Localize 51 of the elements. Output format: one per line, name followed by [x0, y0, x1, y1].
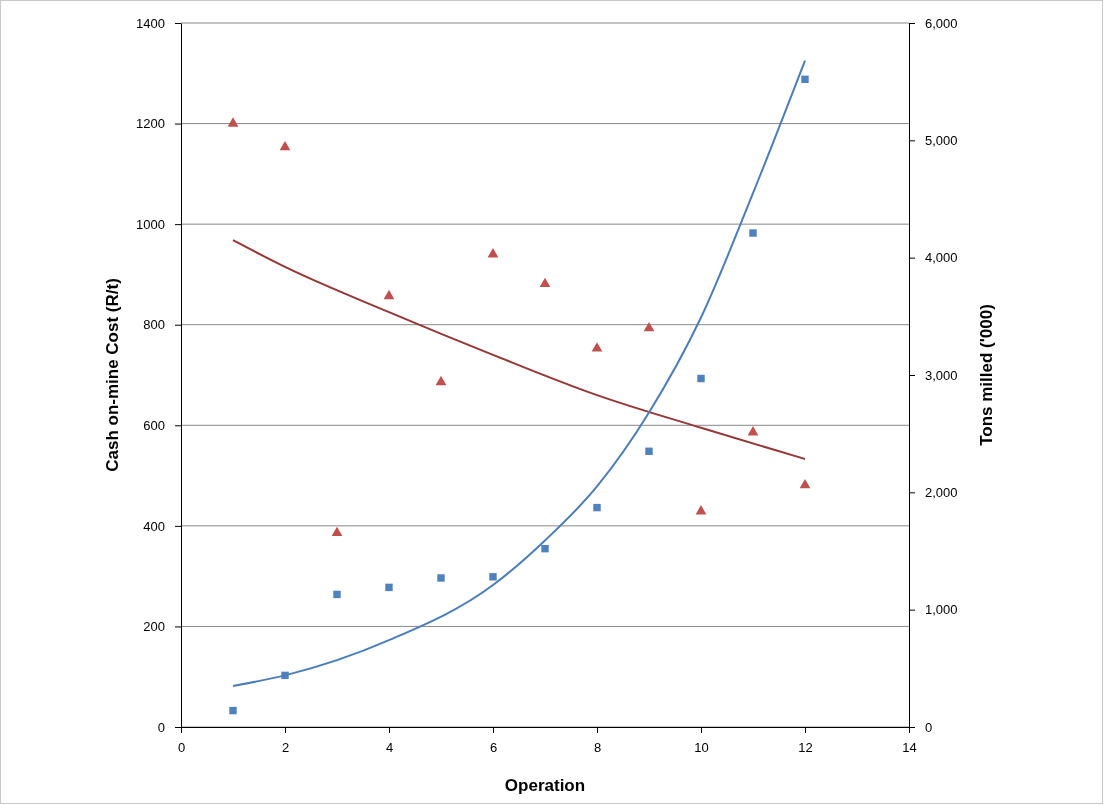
- point: [645, 447, 653, 455]
- point: [591, 342, 603, 352]
- y2-tick-label: 2,000: [925, 484, 958, 500]
- point: [489, 573, 497, 581]
- point: [541, 544, 549, 553]
- point: [331, 526, 343, 536]
- point: [697, 374, 705, 383]
- x-tick-label: 14: [902, 740, 917, 756]
- point: [643, 322, 655, 332]
- x-tick-label: 0: [177, 740, 186, 756]
- y-tick-label: 1200: [136, 116, 165, 132]
- point: [437, 574, 445, 582]
- y-tick-label: 0: [157, 719, 165, 735]
- point: [435, 375, 447, 386]
- point: [333, 590, 341, 599]
- y-tick-label: 200: [143, 619, 165, 635]
- y2-tick-label: 3,000: [925, 367, 958, 383]
- x-tick-label: 12: [798, 740, 813, 756]
- y-tick-label: 400: [143, 518, 165, 534]
- point: [749, 229, 757, 237]
- x-tick-label: 10: [694, 740, 709, 756]
- point: [227, 117, 239, 127]
- point: [385, 583, 393, 592]
- point: [229, 706, 237, 715]
- x-tick-label: 8: [593, 740, 602, 756]
- line-series: [232, 239, 806, 460]
- point: [279, 141, 291, 151]
- line-series: [232, 59, 806, 687]
- x-axis-title: Operation: [504, 776, 586, 795]
- y2-tick-label: 4,000: [925, 250, 958, 266]
- y-tick-label: 800: [143, 317, 165, 333]
- x-tick-label: 4: [385, 740, 394, 756]
- point: [695, 505, 707, 515]
- y-axis-title: Cash on-mine Cost (R/t): [103, 278, 122, 472]
- y2-tick-label: 6,000: [925, 15, 958, 31]
- y2-tick-label: 1,000: [925, 602, 958, 618]
- y-tick-label: 600: [143, 417, 165, 433]
- y-tick-label: 1400: [136, 15, 165, 31]
- y-tick-label: 1000: [136, 216, 165, 232]
- point: [383, 289, 395, 300]
- x-tick-label: 2: [281, 740, 290, 756]
- point: [747, 426, 759, 436]
- point: [799, 478, 811, 489]
- y2-tick-label: 0: [925, 719, 933, 735]
- y2-tick-label: 5,000: [925, 132, 958, 148]
- point: [487, 248, 499, 258]
- y2-axis-title: Tons milled ('000): [977, 304, 996, 446]
- x-tick-label: 6: [489, 740, 498, 756]
- point: [593, 503, 601, 512]
- point: [539, 277, 551, 288]
- point: [801, 75, 809, 84]
